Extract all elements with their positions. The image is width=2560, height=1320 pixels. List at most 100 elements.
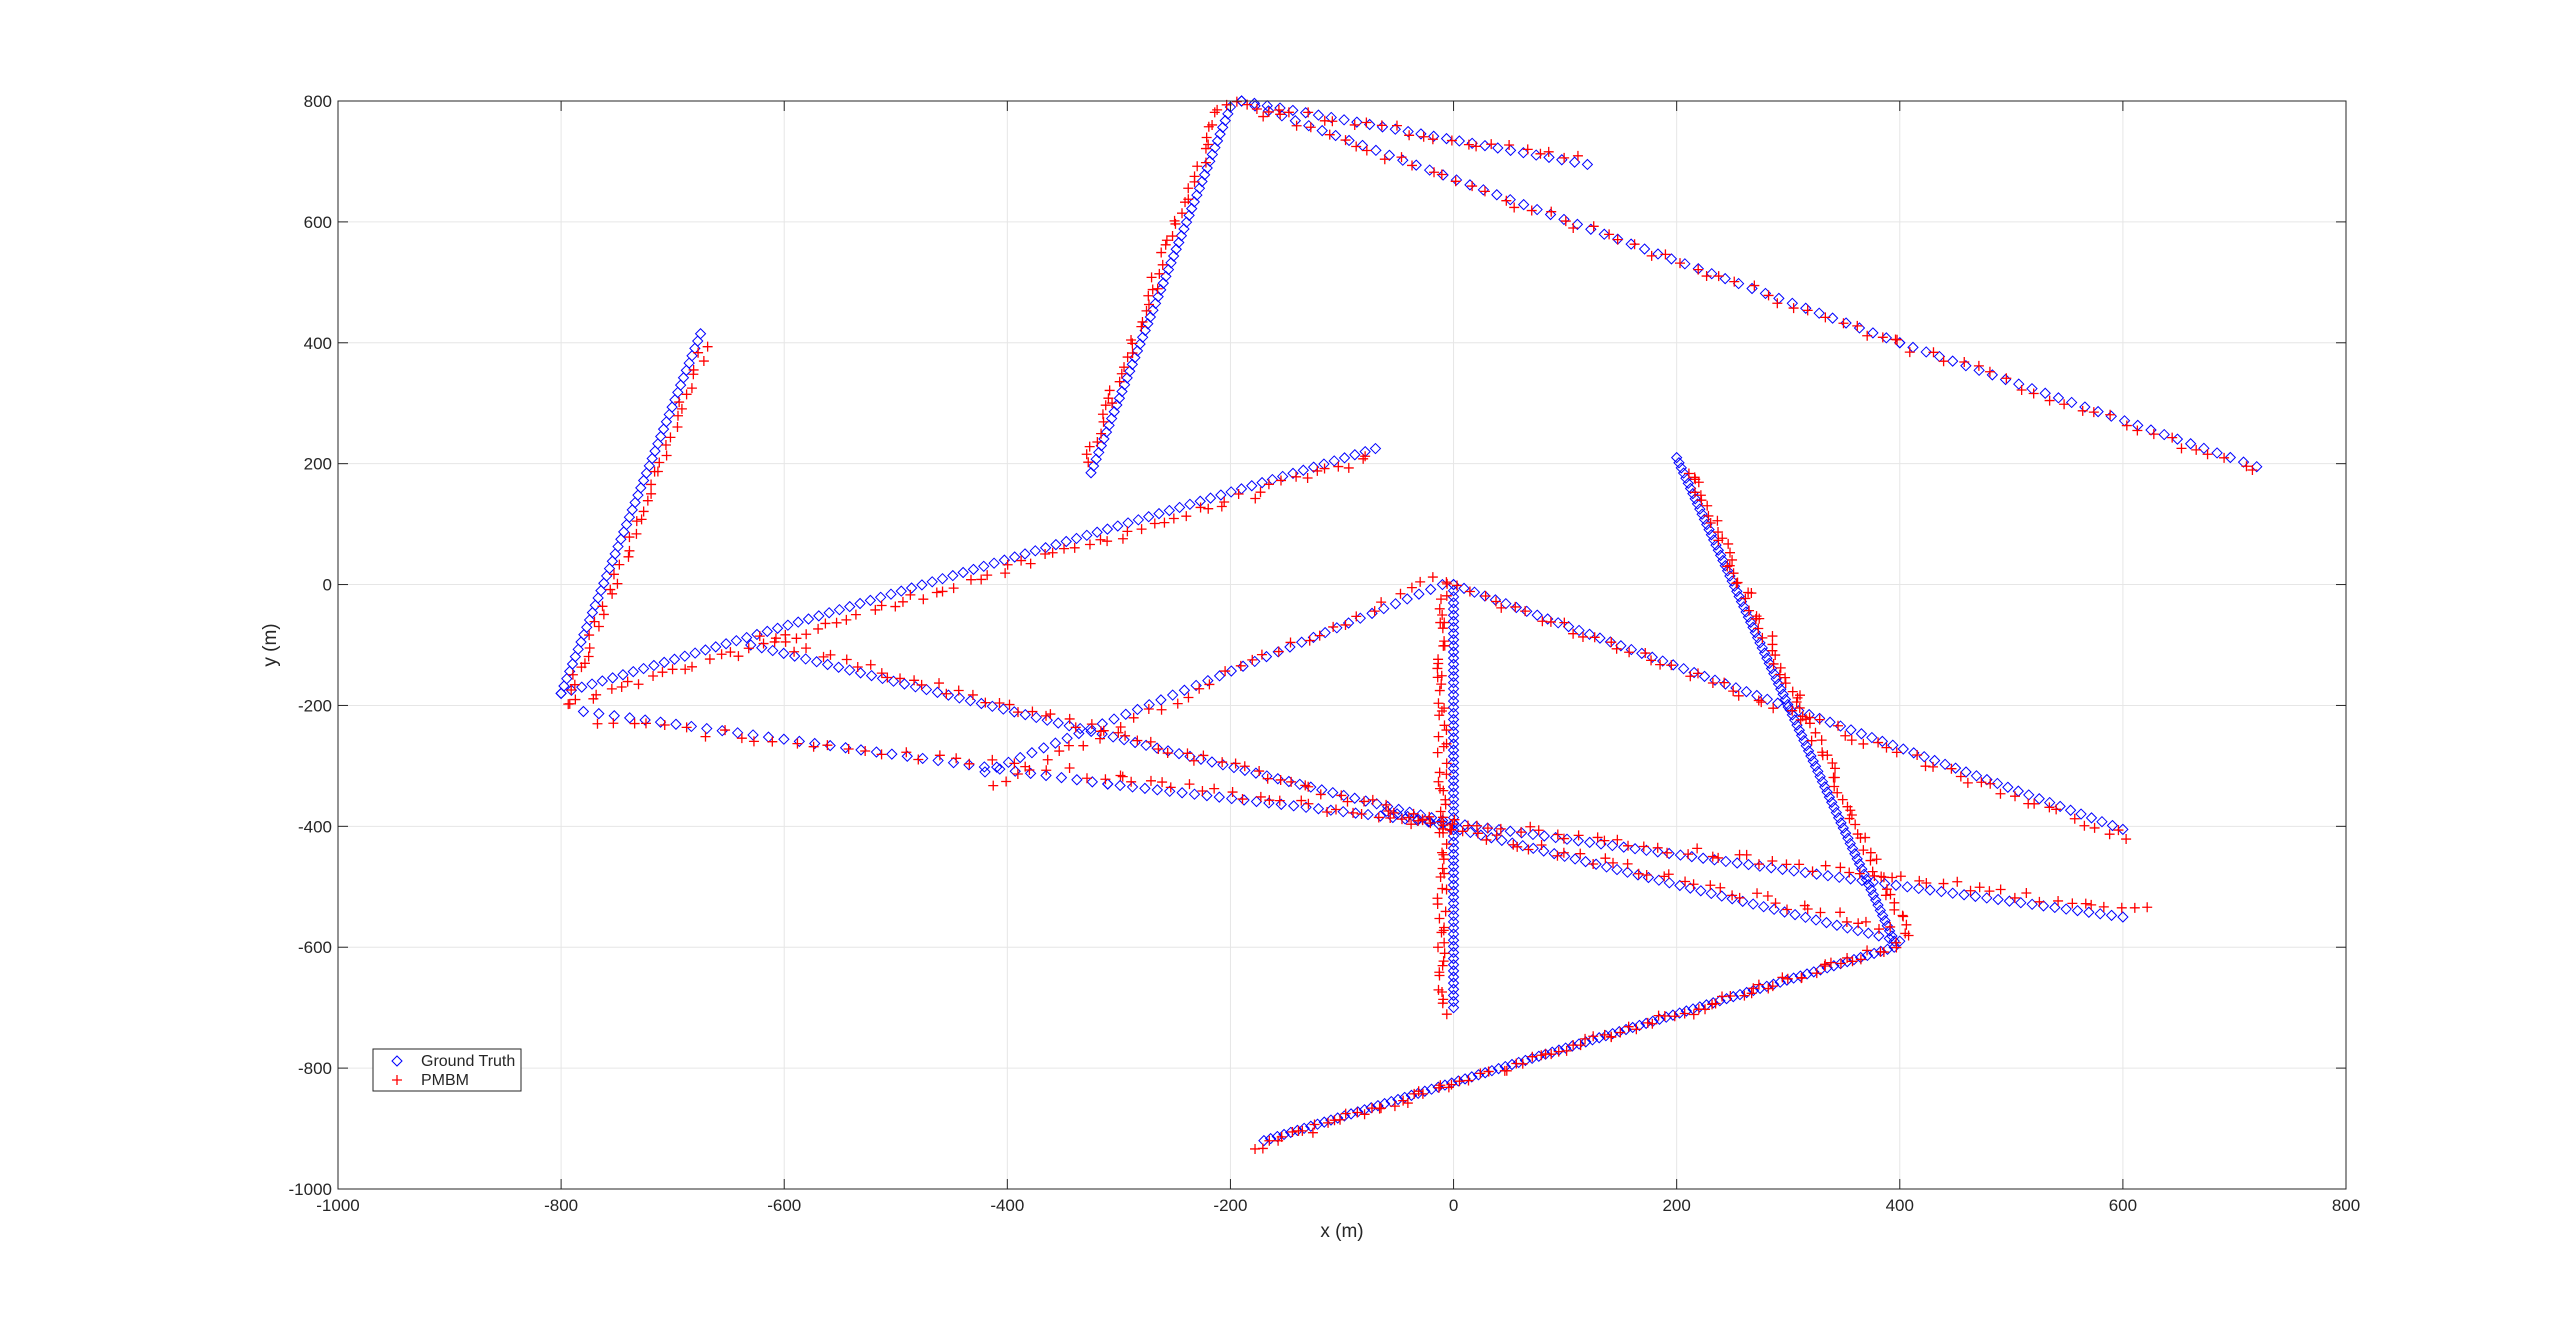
data-point: [591, 689, 602, 700]
data-point: [1924, 884, 1936, 896]
data-point: [676, 403, 687, 414]
data-point: [1638, 841, 1649, 852]
data-point: [1336, 790, 1347, 801]
data-point: [1446, 824, 1457, 835]
data-point: [1655, 659, 1666, 670]
data-point: [1725, 547, 1736, 558]
data-point: [1113, 392, 1126, 404]
data-point: [1424, 583, 1437, 596]
data-point: [1606, 1032, 1617, 1043]
data-point: [1167, 250, 1180, 262]
data-point: [1594, 632, 1606, 644]
data-point: [2106, 819, 2119, 832]
data-point: [603, 562, 616, 575]
data-point: [1239, 761, 1250, 772]
data-point: [1323, 1117, 1334, 1128]
data-point: [1276, 1131, 1287, 1142]
data-point: [572, 643, 584, 656]
data-point: [1189, 171, 1200, 182]
data-point: [1166, 689, 1179, 701]
data-point: [1599, 835, 1610, 846]
data-point: [584, 643, 595, 654]
data-point: [1860, 916, 1871, 927]
data-point: [2098, 901, 2109, 912]
data-point: [1768, 903, 1780, 916]
data-point: [1680, 876, 1691, 887]
data-point: [1084, 441, 1095, 452]
data-point: [1842, 832, 1854, 845]
data-point: [1642, 871, 1655, 884]
data-point: [1406, 819, 1417, 830]
data-point: [1960, 766, 1972, 778]
data-point: [1815, 907, 1826, 918]
data-point: [1810, 868, 1823, 880]
data-point: [1359, 1109, 1370, 1120]
y-tick-label: 0: [323, 576, 332, 595]
data-point: [1284, 641, 1296, 653]
data-point: [1471, 141, 1482, 152]
data-point: [1754, 637, 1766, 649]
data-point: [1250, 493, 1261, 504]
data-point: [1611, 643, 1622, 654]
data-point: [1100, 426, 1113, 438]
data-point: [1981, 892, 1993, 904]
data-point: [1706, 267, 1718, 280]
data-point: [1121, 372, 1133, 384]
data-point: [1304, 635, 1315, 646]
data-point: [1128, 712, 1139, 723]
data-point: [1447, 701, 1460, 713]
data-point: [2211, 447, 2223, 459]
data-point: [1220, 666, 1231, 677]
data-point: [617, 669, 629, 681]
data-point: [736, 733, 747, 744]
data-point: [1447, 836, 1460, 848]
data-point: [1962, 777, 1973, 788]
data-point: [1154, 268, 1165, 279]
data-point: [1663, 877, 1676, 889]
data-point: [1084, 539, 1095, 550]
data-point: [1447, 756, 1460, 769]
data-point: [1719, 272, 1731, 285]
data-point: [1376, 1103, 1387, 1114]
data-point: [733, 651, 744, 662]
data-point: [1763, 290, 1774, 301]
data-point: [1291, 120, 1302, 131]
data-point: [1446, 135, 1457, 146]
data-point: [1598, 228, 1610, 240]
data-point: [1707, 997, 1719, 1009]
data-point: [1784, 703, 1796, 716]
data-point: [1275, 774, 1286, 785]
data-point: [1753, 623, 1764, 634]
data-point: [1949, 762, 1962, 774]
data-point: [1767, 981, 1778, 992]
data-point: [661, 450, 672, 461]
data-point: [1881, 884, 1892, 895]
data-point: [1432, 672, 1443, 683]
data-point: [1374, 810, 1387, 822]
data-point: [1897, 743, 1909, 755]
data-point: [1887, 739, 1899, 751]
data-point: [1543, 151, 1555, 164]
data-point: [1466, 1071, 1478, 1083]
data-point: [1203, 139, 1214, 150]
data-point: [1195, 502, 1206, 513]
data-point: [1747, 621, 1759, 634]
data-point: [1436, 927, 1447, 938]
data-point: [1827, 757, 1838, 768]
data-point: [579, 658, 590, 669]
data-point: [1103, 419, 1115, 432]
data-point: [758, 638, 769, 649]
data-point: [1538, 845, 1550, 857]
data-point: [1663, 869, 1674, 880]
data-point: [646, 488, 657, 499]
data-point: [2145, 424, 2157, 436]
data-point: [1883, 925, 1896, 937]
data-point: [680, 664, 691, 675]
data-point: [1847, 956, 1858, 967]
data-point: [1901, 919, 1912, 930]
data-point: [1413, 588, 1425, 600]
data-point: [655, 430, 667, 443]
data-point: [1834, 957, 1847, 970]
data-point: [1437, 812, 1448, 823]
data-point: [1667, 1009, 1679, 1021]
